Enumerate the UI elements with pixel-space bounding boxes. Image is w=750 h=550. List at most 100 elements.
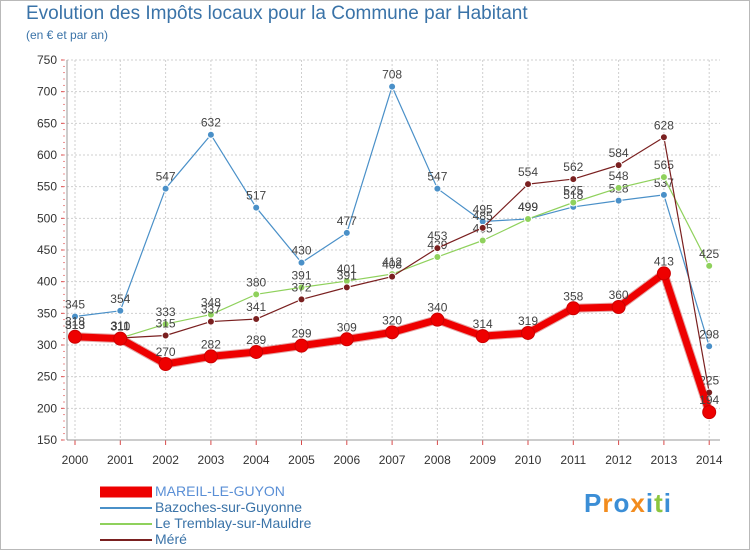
data-point <box>158 357 173 371</box>
data-label: 565 <box>654 158 674 172</box>
data-label: 408 <box>382 258 402 272</box>
data-label: 499 <box>518 200 538 214</box>
data-label: 412 <box>382 255 402 269</box>
data-point <box>524 214 532 223</box>
data-point <box>611 300 626 314</box>
data-point <box>702 405 717 420</box>
legend-label-mere: Méré <box>155 531 187 547</box>
data-label: 391 <box>337 268 357 282</box>
data-label: 632 <box>201 116 221 130</box>
y-tick-label: 650 <box>37 116 57 130</box>
data-label: 547 <box>156 170 176 184</box>
data-point <box>252 315 261 324</box>
data-label: 333 <box>156 305 176 319</box>
data-point <box>297 258 306 267</box>
data-point <box>614 161 623 170</box>
data-point <box>252 290 261 299</box>
data-label: 584 <box>609 146 629 160</box>
data-label: 358 <box>563 289 583 303</box>
y-tick-label: 550 <box>37 180 57 194</box>
data-label: 309 <box>337 320 357 334</box>
x-tick-label: 2011 <box>560 453 586 467</box>
data-point <box>161 184 170 193</box>
data-point <box>656 266 671 281</box>
y-tick-label: 400 <box>37 275 57 289</box>
x-tick-label: 2005 <box>288 453 315 467</box>
data-point <box>71 312 79 321</box>
data-label: 499 <box>518 200 538 214</box>
data-point <box>297 295 306 304</box>
data-label: 270 <box>156 345 176 359</box>
data-point <box>524 180 532 189</box>
data-label: 628 <box>654 118 674 132</box>
data-label: 311 <box>111 319 130 333</box>
legend-label-mareil: MAREIL-LE-GUYON <box>155 483 285 499</box>
data-label: 319 <box>518 314 538 328</box>
data-label: 340 <box>427 301 447 315</box>
logo-letter: i <box>645 488 655 518</box>
data-point <box>659 190 668 199</box>
y-tick-label: 150 <box>37 433 57 447</box>
data-label: 311 <box>111 319 130 333</box>
data-point <box>569 198 578 207</box>
data-point <box>388 272 397 281</box>
proxiti-logo: Proxiti <box>584 488 672 519</box>
data-label: 425 <box>699 247 719 261</box>
data-label: 360 <box>609 288 629 302</box>
data-label: 495 <box>473 203 493 217</box>
data-label: 345 <box>65 298 85 312</box>
x-tick-label: 2008 <box>424 453 451 467</box>
data-label: 313 <box>65 318 85 332</box>
y-tick-label: 250 <box>37 370 57 384</box>
y-tick-label: 600 <box>37 148 57 162</box>
data-label: 225 <box>699 374 719 388</box>
data-point <box>116 306 125 315</box>
x-tick-label: 2007 <box>379 453 406 467</box>
logo-letter: r <box>602 488 614 518</box>
data-point <box>659 173 668 182</box>
data-label: 354 <box>110 292 130 306</box>
data-label: 318 <box>65 315 85 329</box>
data-point <box>521 325 535 340</box>
y-tick-label: 500 <box>37 211 57 225</box>
data-label: 518 <box>563 188 583 202</box>
data-point <box>614 196 623 205</box>
x-tick-label: 2004 <box>243 453 270 467</box>
data-label: 548 <box>609 169 629 183</box>
x-tick-label: 2003 <box>198 453 225 467</box>
legend-swatch-tremblay <box>100 523 152 525</box>
x-tick-label: 2006 <box>333 453 360 467</box>
data-point <box>294 338 309 353</box>
data-label: 310 <box>110 320 130 334</box>
x-tick-label: 2000 <box>62 453 89 467</box>
chart-subtitle: (en € et par an) <box>26 28 109 42</box>
data-point <box>433 184 442 193</box>
data-label: 313 <box>65 318 85 332</box>
x-tick-label: 2010 <box>515 453 542 467</box>
logo-letter: t <box>654 488 664 518</box>
data-label: 372 <box>291 280 311 294</box>
data-point <box>430 312 445 327</box>
data-point <box>161 320 170 329</box>
data-point <box>433 244 442 253</box>
y-tick-label: 300 <box>37 338 57 352</box>
data-label: 289 <box>246 333 266 347</box>
y-tick-label: 200 <box>37 401 57 415</box>
x-tick-label: 2009 <box>469 453 496 467</box>
data-label: 413 <box>654 254 674 268</box>
data-point <box>433 252 442 261</box>
data-label: 341 <box>246 300 266 314</box>
data-label: 547 <box>427 170 447 184</box>
data-label: 315 <box>156 317 176 331</box>
data-point <box>614 183 623 192</box>
x-tick-label: 2013 <box>651 453 678 467</box>
y-tick-label: 350 <box>37 306 57 320</box>
x-tick-label: 2014 <box>696 453 723 467</box>
data-label: 453 <box>427 229 447 243</box>
data-label: 525 <box>563 184 583 198</box>
data-label: 299 <box>291 327 311 341</box>
y-tick-label: 450 <box>37 243 57 257</box>
data-point <box>203 349 218 364</box>
data-point <box>659 133 668 142</box>
data-point <box>339 332 354 347</box>
